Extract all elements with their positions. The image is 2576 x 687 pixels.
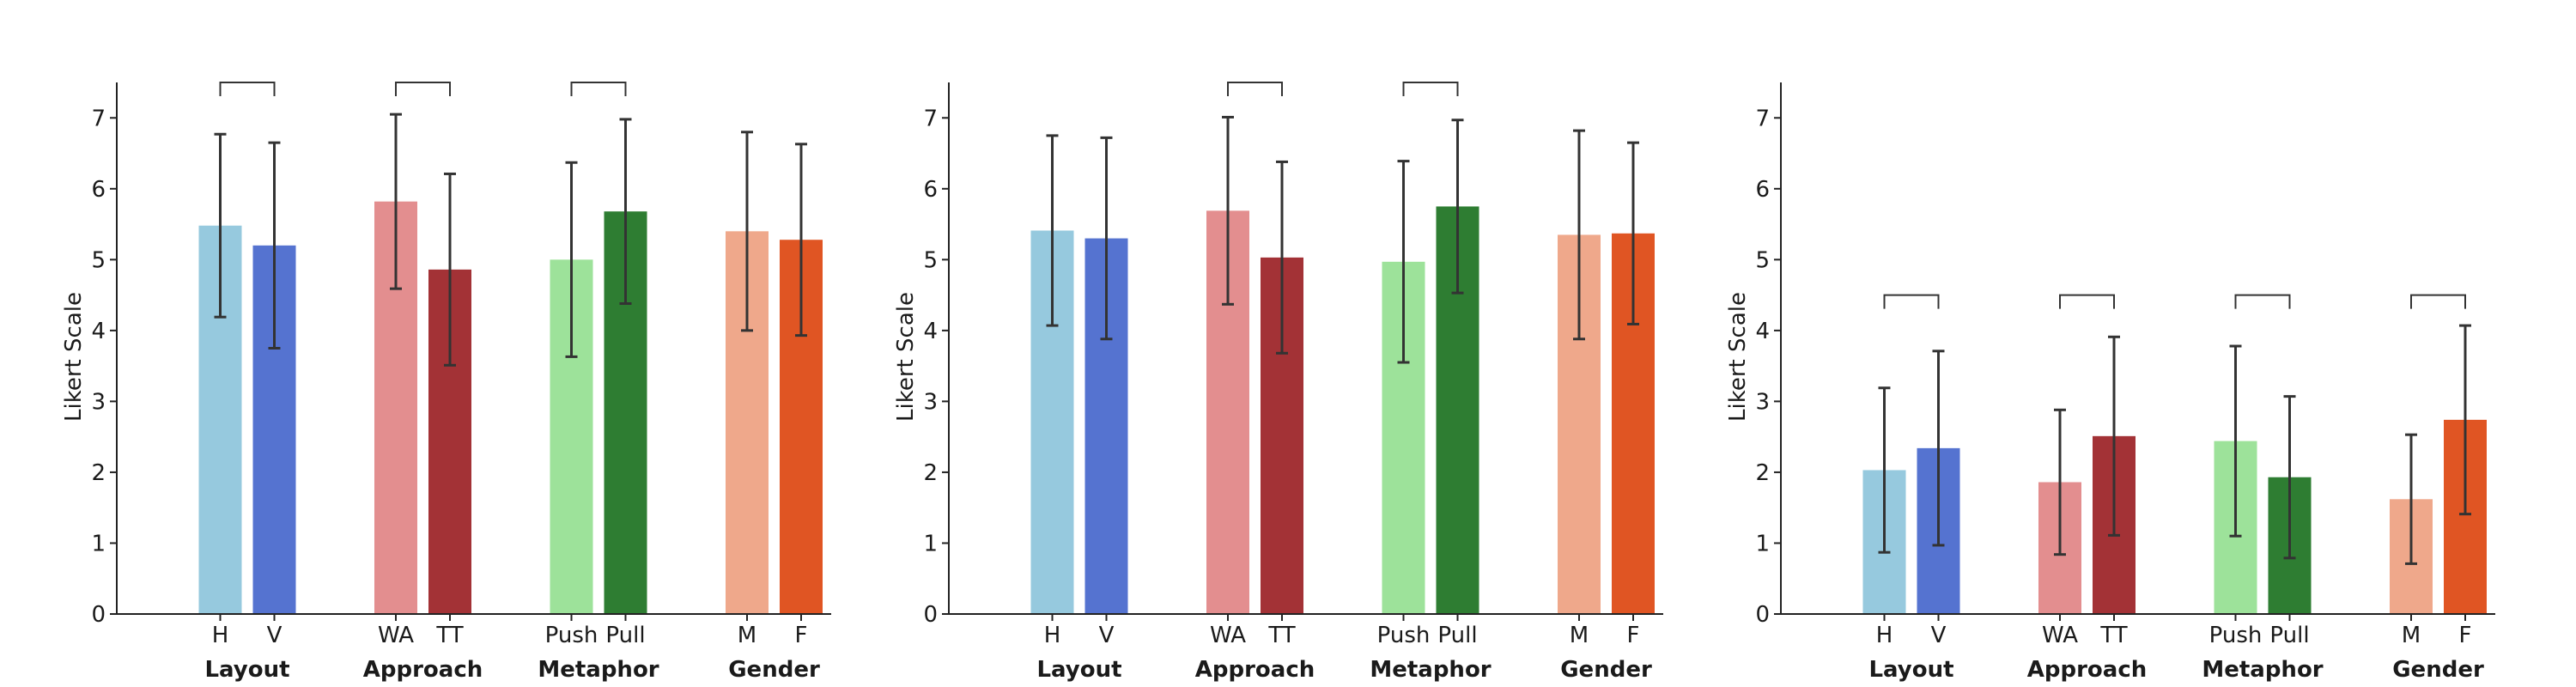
- x-tick-label: WA: [378, 623, 414, 648]
- x-tick-label: TT: [2099, 623, 2127, 648]
- y-tick-label: 2: [923, 460, 938, 486]
- y-tick-label: 0: [1755, 602, 1770, 628]
- x-tick-label: Pull: [2269, 623, 2309, 648]
- y-tick-label: 4: [1755, 319, 1770, 344]
- x-tick-label: TT: [435, 623, 463, 648]
- y-tick-label: 4: [91, 319, 106, 344]
- x-tick-label: Pull: [1437, 623, 1477, 648]
- y-tick-label: 1: [91, 531, 106, 556]
- x-tick-label: M: [738, 623, 756, 648]
- y-tick-label: 5: [91, 247, 106, 273]
- group-label: Metaphor: [2202, 657, 2323, 683]
- x-tick-label: Push: [1377, 623, 1431, 648]
- group-label: Approach: [1195, 657, 1315, 683]
- group-label: Gender: [2392, 657, 2484, 683]
- y-tick-label: 3: [91, 389, 106, 415]
- x-tick-label: V: [267, 623, 283, 648]
- y-tick-label: 2: [1755, 460, 1770, 486]
- x-tick-label: F: [2459, 623, 2472, 648]
- y-tick-label: 6: [1755, 177, 1770, 203]
- x-tick-label: V: [1099, 623, 1115, 648]
- comparison-bracket: [219, 82, 276, 96]
- group-label: Gender: [1560, 657, 1652, 683]
- comparison-bracket: [570, 82, 627, 96]
- y-tick-label: 5: [923, 247, 938, 273]
- y-tick-label: 3: [1755, 389, 1770, 415]
- comparison-bracket: [1883, 294, 1940, 309]
- comparison-bracket: [2234, 294, 2291, 309]
- group-label: Approach: [363, 657, 483, 683]
- comparison-bracket: [2059, 294, 2115, 309]
- y-tick-label: 7: [1755, 106, 1770, 131]
- group-label: Layout: [1868, 657, 1953, 683]
- group-label: Metaphor: [538, 657, 659, 683]
- x-tick-label: H: [212, 623, 229, 648]
- group-label: Approach: [2027, 657, 2148, 683]
- y-axis-label: Likert Scale: [61, 292, 87, 422]
- group-label: Gender: [728, 657, 820, 683]
- y-axis-label: Likert Scale: [1725, 292, 1751, 422]
- y-axis-label: Likert Scale: [893, 292, 919, 422]
- y-tick-label: 7: [91, 106, 106, 131]
- y-tick-label: 3: [923, 389, 938, 415]
- y-tick-label: 0: [91, 602, 106, 628]
- comparison-bracket: [395, 82, 451, 96]
- group-label: Layout: [1036, 657, 1121, 683]
- comparison-bracket: [1402, 82, 1459, 96]
- x-tick-label: F: [795, 623, 808, 648]
- x-tick-label: M: [2402, 623, 2421, 648]
- x-tick-label: H: [1876, 623, 1893, 648]
- comparison-bracket: [1227, 82, 1283, 96]
- x-tick-label: Pull: [605, 623, 645, 648]
- x-tick-label: WA: [2042, 623, 2078, 648]
- y-tick-label: 1: [1755, 531, 1770, 556]
- y-tick-label: 6: [91, 177, 106, 203]
- x-tick-label: F: [1627, 623, 1640, 648]
- y-tick-label: 2: [91, 460, 106, 486]
- y-tick-label: 4: [923, 319, 938, 344]
- group-label: Metaphor: [1370, 657, 1491, 683]
- y-tick-label: 6: [923, 177, 938, 203]
- x-tick-label: Push: [2209, 623, 2263, 648]
- group-label: Layout: [204, 657, 289, 683]
- x-tick-label: H: [1044, 623, 1061, 648]
- y-tick-label: 1: [923, 531, 938, 556]
- x-tick-label: V: [1931, 623, 1947, 648]
- x-tick-label: WA: [1210, 623, 1246, 648]
- comparison-bracket: [2410, 294, 2466, 309]
- x-tick-label: M: [1570, 623, 1589, 648]
- x-tick-label: Push: [545, 623, 598, 648]
- x-tick-label: TT: [1267, 623, 1295, 648]
- y-tick-label: 5: [1755, 247, 1770, 273]
- y-tick-label: 7: [923, 106, 938, 131]
- y-tick-label: 0: [923, 602, 938, 628]
